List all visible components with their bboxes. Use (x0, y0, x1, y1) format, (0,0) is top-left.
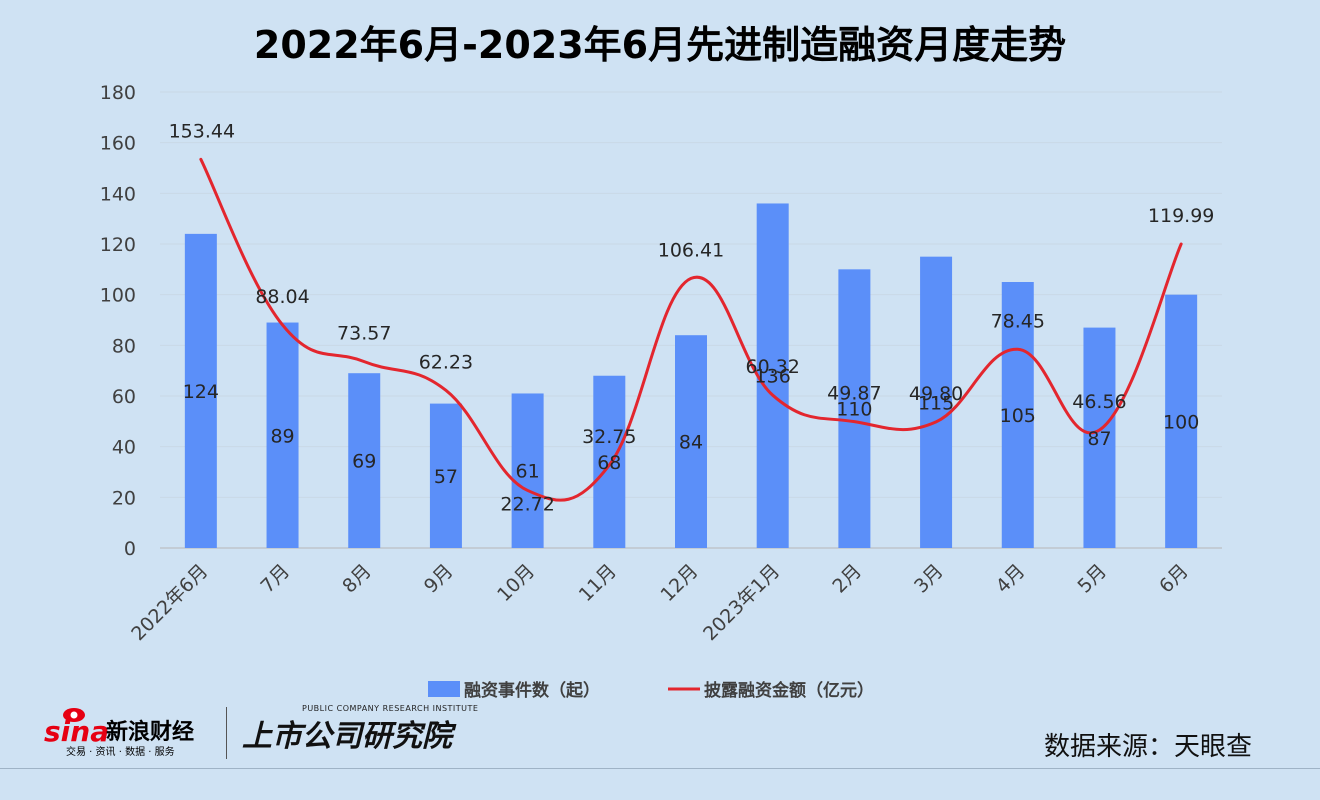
bar-value-label: 87 (1087, 428, 1111, 450)
bar-value-label: 100 (1163, 411, 1199, 433)
bar (756, 203, 789, 548)
x-tick-label: 2023年1月 (699, 560, 784, 645)
bar-value-label: 69 (352, 451, 376, 473)
sina-finance-name: 新浪财经 (106, 719, 194, 745)
bar (1001, 282, 1034, 548)
sina-wordmark: sina (44, 715, 109, 748)
logo-divider (226, 707, 227, 759)
chart-area: 0 20 40 60 80 100 120 140 160 180 124 89 69 57 61 68 84… (100, 82, 1222, 700)
x-tick-label: 3月 (910, 560, 948, 598)
line-value-label: 49.87 (827, 383, 881, 405)
bar-value-label: 136 (755, 366, 791, 388)
y-tick-label: 140 (100, 183, 136, 205)
bar-series (184, 203, 1198, 548)
line-value-label: 88.04 (255, 286, 309, 308)
line-value-label: 78.45 (991, 310, 1045, 332)
y-tick-label: 100 (100, 285, 136, 307)
data-source: 数据来源：天眼查 (1043, 732, 1252, 762)
legend-bar-swatch (428, 681, 460, 697)
chart-title: 2022年6月-2023年6月先进制造融资月度走势 (253, 23, 1067, 67)
bar (511, 393, 544, 548)
y-tick-label: 180 (100, 82, 136, 104)
bar (675, 335, 707, 548)
y-tick-label: 40 (112, 437, 136, 459)
legend: 融资事件数（起） 披露融资金额（亿元） (428, 680, 874, 700)
y-axis: 0 20 40 60 80 100 120 140 160 180 (100, 82, 136, 560)
line-value-label: 46.56 (1072, 391, 1126, 413)
bar (429, 403, 462, 548)
line-value-label: 106.41 (658, 239, 724, 261)
line-value-label: 60.32 (745, 356, 799, 378)
bar-value-label: 84 (679, 432, 703, 454)
data-labels: 124 89 69 57 61 68 84 136 110 115 105 87 100 153.44 88… (169, 120, 1215, 515)
bar (838, 269, 871, 548)
y-tick-label: 20 (112, 487, 136, 509)
legend-bar-label: 融资事件数（起） (464, 680, 600, 700)
line-value-label: 22.72 (500, 493, 554, 515)
sina-tagline: 交易 · 资讯 · 数据 · 服务 (66, 745, 175, 758)
bar (1083, 327, 1116, 548)
y-tick-label: 60 (112, 386, 136, 408)
x-tick-label: 4月 (992, 560, 1030, 598)
y-tick-label: 0 (124, 538, 136, 560)
institute-name: 上市公司研究院 (242, 719, 457, 754)
x-tick-label: 2022年6月 (127, 560, 212, 645)
bar-value-label: 57 (434, 466, 458, 488)
bar-value-label: 61 (516, 461, 540, 483)
x-tick-label: 11月 (575, 560, 621, 606)
sina-finance-logo: sina 新浪财经 交易 · 资讯 · 数据 · 服务 (44, 708, 194, 758)
line-series (199, 157, 1183, 502)
bar (348, 373, 381, 548)
footer-divider (0, 768, 1320, 769)
legend-line-label: 披露融资金额（亿元） (704, 680, 874, 700)
line-value-label: 49.80 (909, 383, 963, 405)
line-value-label: 73.57 (337, 323, 391, 345)
line-series-path (199, 157, 1183, 502)
bar-value-label: 124 (183, 381, 219, 403)
bar (593, 375, 626, 548)
line-value-label: 153.44 (169, 120, 235, 142)
bar (920, 256, 953, 548)
x-tick-label: 6月 (1155, 560, 1193, 598)
bar-value-label: 68 (597, 452, 621, 474)
line-value-label: 32.75 (582, 426, 636, 448)
x-tick-label: 5月 (1073, 560, 1111, 598)
x-tick-label: 8月 (338, 560, 376, 598)
x-tick-label: 10月 (493, 560, 539, 606)
bar-value-label: 105 (1000, 405, 1036, 427)
bar (184, 233, 217, 548)
y-tick-label: 160 (100, 133, 136, 155)
line-value-label: 119.99 (1148, 205, 1214, 227)
x-tick-label: 12月 (656, 560, 702, 606)
bar (1165, 294, 1198, 548)
y-tick-label: 120 (100, 234, 136, 256)
bar-value-label: 89 (270, 425, 294, 447)
institute-logo: PUBLIC COMPANY RESEARCH INSTITUTE 上市公司研究… (242, 704, 478, 754)
bar-value-label: 115 (918, 392, 954, 414)
bar (266, 322, 299, 548)
bar-value-label: 110 (836, 399, 872, 421)
institute-english-name: PUBLIC COMPANY RESEARCH INSTITUTE (302, 704, 478, 713)
x-tick-label: 9月 (420, 560, 458, 598)
x-tick-label: 2月 (828, 560, 866, 598)
line-value-label: 62.23 (419, 351, 473, 373)
y-tick-label: 80 (112, 335, 136, 357)
sina-eye-icon (63, 708, 85, 722)
x-tick-label: 7月 (257, 560, 295, 598)
